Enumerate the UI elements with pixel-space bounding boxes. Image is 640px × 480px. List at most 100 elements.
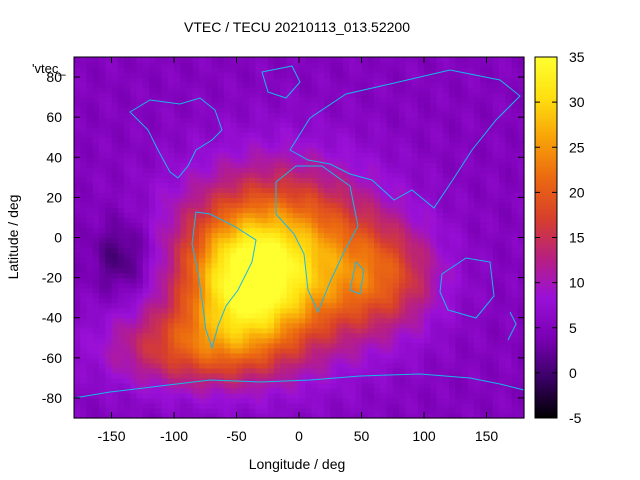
heatmap-cell (236, 107, 244, 113)
heatmap-cell (255, 222, 263, 229)
heatmap-cell (405, 257, 413, 264)
heatmap-cell (386, 142, 394, 148)
heatmap-cell (224, 302, 231, 309)
heatmap-cell (236, 267, 244, 274)
heatmap-cell (411, 372, 419, 379)
heatmap-cell (492, 147, 500, 153)
heatmap-cell (261, 337, 269, 344)
heatmap-cell (361, 77, 369, 83)
heatmap-cell (355, 237, 363, 244)
heatmap-cell (305, 377, 313, 384)
heatmap-cell (317, 227, 325, 234)
heatmap-cell (111, 187, 119, 193)
heatmap-cell (517, 292, 525, 299)
heatmap-cell (149, 87, 156, 93)
heatmap-cell (411, 392, 419, 399)
heatmap-cell (367, 217, 375, 224)
heatmap-cell (111, 162, 119, 168)
heatmap-cell (230, 222, 238, 229)
heatmap-cell (92, 322, 100, 329)
heatmap-cell (236, 232, 244, 239)
heatmap-cell (130, 387, 138, 394)
heatmap-cell (461, 312, 469, 319)
heatmap-cell (399, 222, 406, 229)
heatmap-cell (205, 167, 213, 173)
heatmap-cell (330, 407, 338, 414)
heatmap-cell (399, 312, 406, 319)
heatmap-cell (430, 197, 438, 203)
heatmap-cell (430, 272, 438, 279)
heatmap-cell (449, 257, 456, 264)
heatmap-cell (292, 197, 300, 203)
heatmap-cell (499, 372, 506, 379)
heatmap-cell (305, 307, 313, 314)
heatmap-cell (280, 117, 288, 123)
heatmap-cell (174, 407, 181, 414)
heatmap-cell (486, 107, 494, 113)
heatmap-cell (417, 212, 425, 219)
heatmap-cell (355, 82, 363, 88)
heatmap-cell (155, 212, 163, 219)
heatmap-cell (136, 182, 144, 188)
heatmap-cell (255, 167, 263, 173)
heatmap-cell (511, 387, 519, 394)
heatmap-cell (224, 97, 231, 103)
heatmap-cell (349, 282, 356, 289)
heatmap-cell (217, 177, 225, 183)
heatmap-cell (324, 117, 331, 123)
heatmap-cell (405, 327, 413, 334)
heatmap-cell (224, 342, 231, 349)
heatmap-cell (436, 197, 444, 203)
heatmap-cell (230, 357, 238, 364)
heatmap-cell (380, 137, 388, 143)
heatmap-cell (317, 397, 325, 404)
heatmap-cell (355, 367, 363, 374)
heatmap-cell (186, 307, 194, 314)
heatmap-cell (167, 297, 175, 304)
heatmap-cell (217, 132, 225, 138)
heatmap-cell (299, 382, 306, 389)
heatmap-cell (180, 197, 188, 203)
heatmap-cell (499, 97, 506, 103)
heatmap-cell (417, 382, 425, 389)
heatmap-cell (480, 382, 488, 389)
heatmap-cell (374, 97, 381, 103)
heatmap-cell (255, 122, 263, 128)
heatmap-cell (399, 332, 406, 339)
heatmap-cell (80, 382, 88, 389)
heatmap-cell (324, 397, 331, 404)
heatmap-cell (461, 282, 469, 289)
heatmap-cell (405, 97, 413, 103)
heatmap-cell (80, 172, 88, 178)
heatmap-cell (342, 387, 350, 394)
heatmap-cell (161, 167, 169, 173)
heatmap-cell (199, 92, 206, 98)
heatmap-cell (380, 82, 388, 88)
heatmap-cell (124, 382, 131, 389)
heatmap-cell (124, 412, 131, 419)
heatmap-cell (324, 282, 331, 289)
heatmap-cell (174, 112, 181, 118)
heatmap-cell (80, 342, 88, 349)
heatmap-cell (311, 92, 319, 98)
heatmap-cell (167, 67, 175, 73)
heatmap-cell (355, 152, 363, 158)
heatmap-cell (467, 352, 475, 359)
heatmap-cell (130, 352, 138, 359)
heatmap-cell (417, 412, 425, 419)
heatmap-cell (74, 282, 81, 289)
heatmap-cell (386, 117, 394, 123)
heatmap-cell (174, 202, 181, 209)
heatmap-cell (167, 342, 175, 349)
heatmap-cell (174, 82, 181, 88)
heatmap-cell (267, 317, 275, 324)
heatmap-cell (155, 372, 163, 379)
heatmap-cell (205, 207, 213, 214)
heatmap-cell (442, 277, 450, 284)
heatmap-cell (136, 177, 144, 183)
heatmap-cell (486, 197, 494, 203)
heatmap-cell (255, 202, 263, 209)
heatmap-cell (492, 397, 500, 404)
heatmap-cell (311, 372, 319, 379)
heatmap-cell (99, 102, 106, 108)
